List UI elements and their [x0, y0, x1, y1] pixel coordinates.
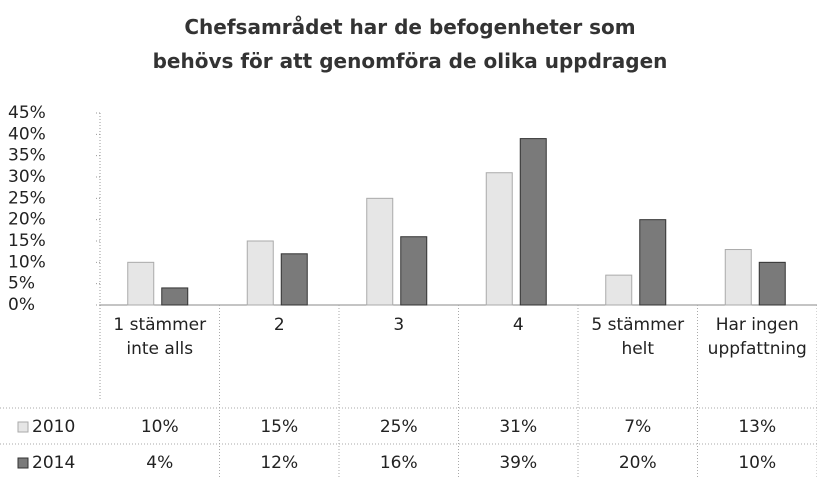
bar: [161, 287, 189, 306]
bar: [724, 249, 752, 306]
value-label: 31%: [499, 417, 537, 437]
value-label: 12%: [260, 453, 298, 473]
bar: [280, 253, 308, 306]
bar: [246, 240, 274, 306]
value-label: 10%: [738, 453, 776, 473]
value-label: 4%: [146, 453, 173, 473]
value-label: 13%: [738, 417, 776, 437]
value-label: 16%: [380, 453, 418, 473]
chart-title: Chefsamrådet har de befogenheter som beh…: [152, 15, 668, 73]
category-label: 5 stämmer helt: [591, 315, 685, 359]
bar: [605, 274, 633, 306]
y-tick-label: 35%: [8, 146, 46, 166]
bar: [366, 197, 394, 306]
value-label: 7%: [624, 417, 651, 437]
value-label: 25%: [380, 417, 418, 437]
y-tick-label: 5%: [8, 274, 35, 294]
y-tick-label: 0%: [8, 295, 35, 315]
category-label: 3: [393, 315, 405, 335]
y-tick-label: 25%: [8, 188, 46, 208]
y-tick-label: 15%: [8, 231, 46, 251]
bar: [758, 261, 786, 306]
y-tick-label: 40%: [8, 124, 46, 144]
bar: [639, 219, 667, 306]
y-tick-label: 20%: [8, 210, 46, 230]
y-tick-label: 45%: [8, 103, 46, 123]
title-box: Chefsamrådet har de befogenheter som beh…: [152, 15, 668, 73]
category-label: 1 stämmer inte alls: [113, 315, 207, 359]
category-label: 4: [512, 315, 524, 335]
bar: [400, 236, 428, 306]
bar: [485, 172, 513, 306]
y-tick-label: 30%: [8, 167, 46, 187]
legend-label: 2014: [32, 453, 75, 473]
category-label: Har ingen uppfattning: [707, 315, 807, 359]
category-label: 2: [273, 315, 285, 335]
legend-swatch: [17, 421, 29, 433]
legend-label: 2010: [32, 417, 75, 437]
value-label: 10%: [141, 417, 179, 437]
value-label: 15%: [260, 417, 298, 437]
y-tick-label: 10%: [8, 252, 46, 272]
value-label: 39%: [499, 453, 537, 473]
value-label: 20%: [619, 453, 657, 473]
bar: [519, 138, 547, 306]
legend-swatch: [17, 457, 29, 469]
bar: [127, 261, 155, 306]
